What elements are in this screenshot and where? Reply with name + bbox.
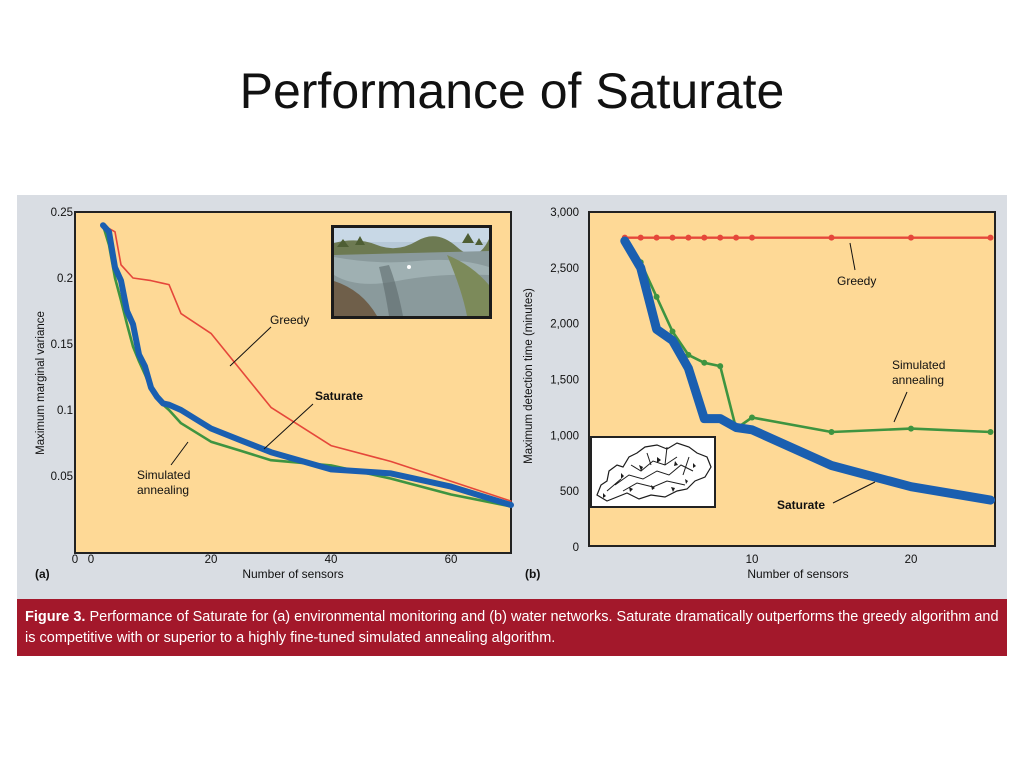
panel-b-network-map [590, 436, 716, 508]
panel-b-point-simulated-annealing [987, 428, 994, 435]
panel-b-point-greedy [987, 234, 994, 241]
panel-b: 0 500 1,000 1,500 2,000 2,500 3,000 10 20 Maximu… [523, 207, 996, 581]
panel-b-point-simulated-annealing [828, 428, 835, 435]
figure-canvas: 0.05 0.1 0.15 0.2 0.25 0 20 40 60 0 Maximum margi… [17, 195, 1007, 599]
panel-b-y-tick-label: 1,500 [550, 375, 579, 387]
panel-a-series-greedy [102, 224, 512, 502]
panel-b-point-greedy [669, 234, 676, 241]
panel-b-point-simulated-annealing [653, 293, 660, 300]
panel-b-point-simulated-annealing [685, 351, 692, 358]
panel-b-x-tick-label: 20 [905, 554, 918, 566]
panel-b-annealing-label-line2: annealing [892, 373, 944, 387]
panel-b-point-greedy [733, 234, 740, 241]
panel-b-annealing-label-line1: Simulated [892, 358, 945, 372]
panel-b-point-simulated-annealing [701, 359, 708, 366]
panel-b-annealing-pointer [893, 391, 908, 423]
panel-b-series-simulated-annealing [623, 239, 992, 434]
panel-a-x-axis-label: Number of sensors [242, 567, 343, 581]
caption-label: Figure 3. [25, 609, 86, 625]
panel-b-point-greedy [701, 234, 708, 241]
panel-b-label: (b) [525, 567, 540, 581]
panel-b-point-greedy [653, 234, 660, 241]
panel-b-saturate-pointer [832, 481, 876, 504]
panel-b-point-simulated-annealing [717, 363, 724, 370]
panel-b-x-tick-label: 10 [746, 554, 759, 566]
panel-a-ticks: 0.05 0.1 0.15 0.2 0.25 0 20 40 60 0 [51, 207, 458, 566]
panel-a-saturate-label: Saturate [315, 389, 363, 403]
panel-a-y-tick-label: 0.1 [57, 405, 73, 417]
panel-a-river-photo [331, 225, 492, 319]
panel-b-y-tick-label: 2,500 [550, 263, 579, 275]
panel-b-saturate-label: Saturate [777, 498, 825, 512]
panel-a-y-tick-label: 0.2 [57, 273, 73, 285]
figure: 0.05 0.1 0.15 0.2 0.25 0 20 40 60 0 Maximum margi… [17, 195, 1007, 656]
panel-a-x-tick-label: 0 [88, 554, 94, 566]
panel-b-greedy-label: Greedy [837, 274, 876, 288]
panel-a-x-tick-label: 40 [325, 554, 338, 566]
panel-a-x-tick-label: 0 [72, 554, 78, 566]
panel-b-x-axis-label: Number of sensors [747, 567, 848, 581]
panel-b-y-tick-label: 500 [560, 486, 579, 498]
panel-b-lines [620, 234, 995, 505]
panel-a-annealing-pointer [170, 441, 189, 466]
panel-b-y-tick-label: 2,000 [550, 319, 579, 331]
panel-a-x-tick-label: 20 [205, 554, 218, 566]
panel-a-x-tick-label: 60 [445, 554, 458, 566]
panel-b-point-greedy [749, 234, 755, 241]
panel-a-lines [100, 222, 514, 508]
panel-b-point-greedy [637, 234, 644, 241]
panel-a-y-tick-label: 0.05 [51, 471, 73, 483]
panel-b-y-tick-label: 1,000 [550, 430, 579, 442]
panel-b-y-tick-label: 3,000 [550, 207, 579, 219]
panel-a-series-saturate [100, 222, 514, 508]
panel-b-ticks: 0 500 1,000 1,500 2,000 2,500 3,000 10 20 [550, 207, 917, 566]
panel-a-y-axis-label: Maximum marginal variance [35, 311, 47, 455]
panel-a-saturate-pointer [263, 403, 314, 450]
panel-b-series-saturate [620, 236, 995, 505]
panel-a-annealing-label-line1: Simulated [137, 468, 190, 482]
caption-text: Performance of Saturate for (a) environm… [25, 609, 999, 646]
panel-a-greedy-label: Greedy [270, 313, 309, 327]
panel-a-y-tick-label: 0.15 [51, 339, 73, 351]
panel-b-y-axis-label: Maximum detection time (minutes) [523, 288, 535, 464]
panel-b-point-simulated-annealing [669, 328, 676, 335]
slide-title: Performance of Saturate [239, 63, 785, 119]
figure-caption: Figure 3. Performance of Saturate for (a… [17, 599, 1007, 656]
panel-b-y-tick-label: 0 [573, 542, 579, 554]
panel-a: 0.05 0.1 0.15 0.2 0.25 0 20 40 60 0 Maximum margi… [35, 207, 514, 581]
panel-b-point-greedy [828, 234, 835, 241]
panel-b-point-greedy [908, 234, 914, 241]
panel-a-greedy-pointer [229, 326, 272, 367]
panel-b-point-greedy [685, 234, 692, 241]
panel-b-point-simulated-annealing [908, 425, 914, 432]
panel-b-point-simulated-annealing [749, 414, 755, 421]
panel-a-annealing-label-line2: annealing [137, 483, 189, 497]
panel-b-point-greedy [717, 234, 724, 241]
panel-a-y-tick-label: 0.25 [51, 207, 73, 219]
panel-a-label: (a) [35, 567, 50, 581]
panel-b-greedy-pointer [849, 242, 856, 271]
